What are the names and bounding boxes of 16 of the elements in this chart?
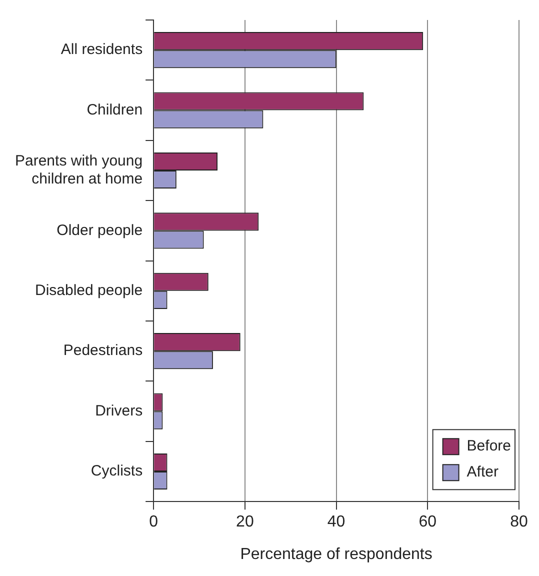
y-tick-label: All residents bbox=[60, 41, 143, 58]
y-tick-label: Drivers bbox=[95, 402, 143, 420]
y-tick-label: Cyclists bbox=[90, 462, 143, 480]
x-tick-label: 80 bbox=[510, 514, 528, 531]
y-tick-label: Children bbox=[86, 101, 143, 118]
x-tick-label: 60 bbox=[418, 514, 437, 531]
x-tick-label: 20 bbox=[236, 514, 254, 531]
y-tick-label: Parents with young children at home bbox=[14, 152, 143, 188]
legend-label: Before bbox=[466, 438, 512, 455]
legend-label: After bbox=[466, 464, 498, 481]
x-tick-label: 0 bbox=[149, 514, 158, 531]
x-axis-title: Percentage of respondents bbox=[240, 546, 432, 563]
y-tick-label: Disabled people bbox=[34, 282, 143, 300]
y-tick-label: Pedestrians bbox=[63, 342, 143, 360]
x-tick-label: 40 bbox=[327, 514, 346, 531]
y-tick-label: Older people bbox=[56, 222, 143, 239]
